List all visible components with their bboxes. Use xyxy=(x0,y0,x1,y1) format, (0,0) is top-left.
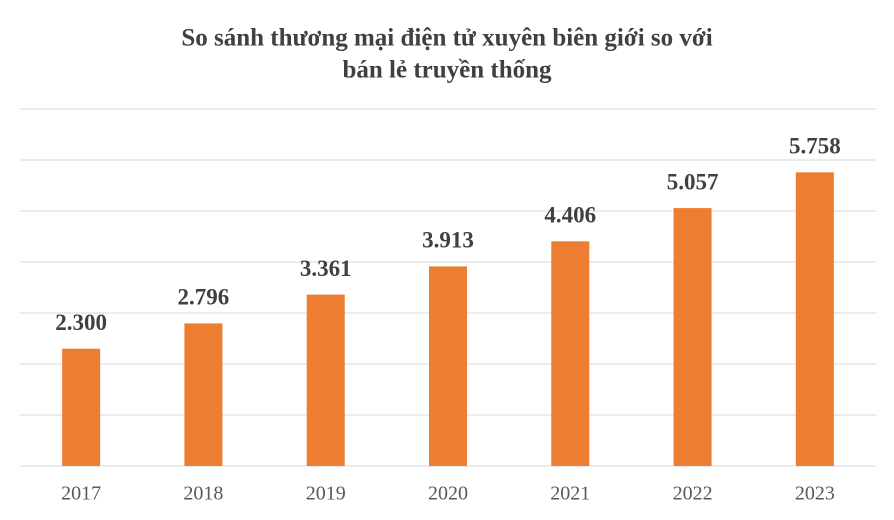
bar xyxy=(795,172,834,467)
data-label: 3.913 xyxy=(422,228,474,253)
bar xyxy=(62,348,101,466)
x-tick-label: 2018 xyxy=(183,483,223,505)
x-tick-label: 2017 xyxy=(61,483,101,505)
chart-title: So sánh thương mại điện tử xuyên biên gi… xyxy=(181,25,712,52)
data-label: 4.406 xyxy=(544,203,596,228)
x-tick-label: 2019 xyxy=(306,483,346,505)
bar xyxy=(306,294,345,466)
data-label: 5.758 xyxy=(789,134,841,159)
bar xyxy=(429,266,467,466)
data-label: 2.796 xyxy=(178,285,230,310)
data-label: 2.300 xyxy=(55,310,107,335)
x-tick-label: 2022 xyxy=(673,483,713,505)
data-label: 3.361 xyxy=(300,256,352,281)
x-tick-label: 2023 xyxy=(795,483,835,505)
x-tick-label: 2020 xyxy=(428,483,468,505)
data-label: 5.057 xyxy=(667,169,719,194)
bar xyxy=(673,208,712,466)
bar xyxy=(551,241,590,466)
x-tick-label: 2021 xyxy=(550,483,590,505)
bar xyxy=(184,323,223,466)
chart-title: bán lẻ truyền thống xyxy=(342,57,552,84)
